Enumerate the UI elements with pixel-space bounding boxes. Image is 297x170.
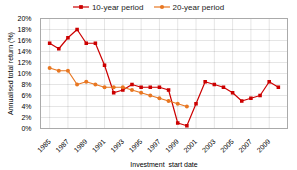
- svg-text:1997: 1997: [146, 138, 162, 154]
- svg-text:2005: 2005: [219, 138, 235, 154]
- svg-text:20%: 20%: [17, 15, 31, 22]
- svg-text:1989: 1989: [73, 138, 89, 154]
- svg-text:2%: 2%: [21, 114, 31, 121]
- svg-text:1991: 1991: [91, 138, 107, 154]
- html-text:20-year period: 20-year period: [172, 2, 225, 12]
- svg-text:2009: 2009: [256, 138, 272, 154]
- svg-text:1995: 1995: [127, 138, 143, 154]
- svg-text:8%: 8%: [21, 81, 31, 88]
- svg-text:16%: 16%: [17, 37, 31, 44]
- svg-text:10%: 10%: [17, 70, 31, 77]
- svg-text:14%: 14%: [17, 48, 31, 55]
- svg-text:1987: 1987: [54, 138, 70, 154]
- svg-text:6%: 6%: [21, 92, 31, 99]
- svg-text:2007: 2007: [237, 138, 253, 154]
- svg-text:1985: 1985: [36, 138, 52, 154]
- svg-text:2001: 2001: [182, 138, 198, 154]
- svg-text:2003: 2003: [201, 138, 217, 154]
- svg-text:Investment start date: Investment start date: [130, 161, 197, 168]
- svg-text:1999: 1999: [164, 138, 180, 154]
- svg-text:18%: 18%: [17, 26, 31, 33]
- html-text:10-year period: 10-year period: [91, 2, 144, 12]
- svg-text:4%: 4%: [21, 103, 31, 110]
- svg-text:1993: 1993: [109, 138, 125, 154]
- svg-text:Annualised total return (%): Annualised total return (%): [7, 32, 15, 115]
- svg-text:0%: 0%: [21, 125, 31, 132]
- svg-text:12%: 12%: [17, 59, 31, 66]
